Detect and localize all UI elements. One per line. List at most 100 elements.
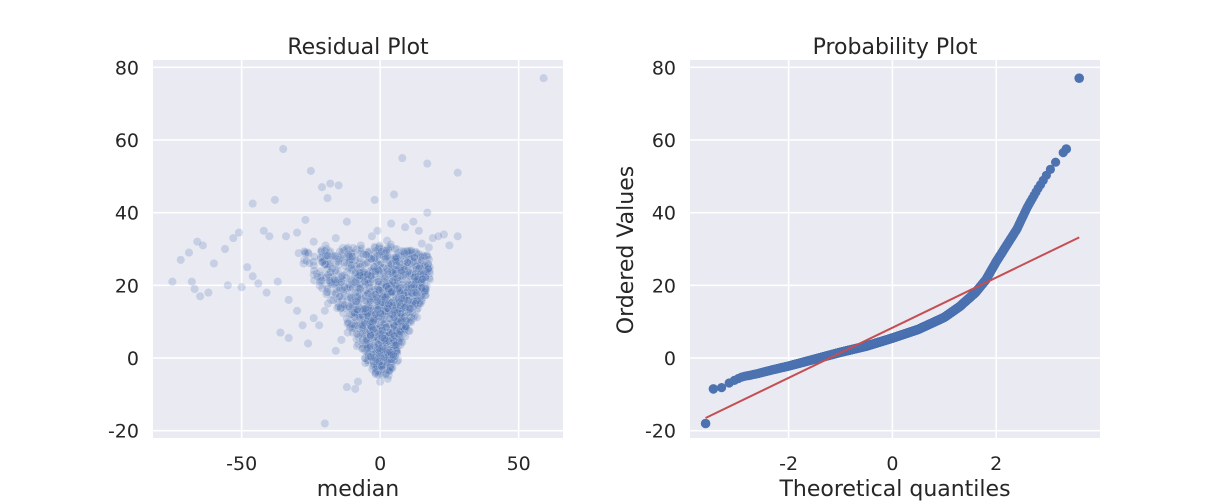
residual-point	[400, 222, 410, 232]
residual-point	[350, 307, 360, 317]
residual-point	[401, 280, 411, 290]
residual-point	[382, 283, 392, 293]
residual-point	[322, 193, 332, 203]
residual-point	[372, 363, 382, 373]
residual-point	[409, 273, 419, 283]
residual-point	[363, 355, 373, 365]
residual-point	[355, 257, 365, 267]
residual-point	[366, 352, 376, 362]
residual-point	[413, 277, 423, 287]
residual-point	[387, 363, 397, 373]
residual-point	[393, 312, 403, 322]
residual-point	[305, 258, 315, 268]
residual-point	[351, 296, 361, 306]
residual-point	[391, 337, 401, 347]
residual-point	[375, 343, 385, 353]
residual-point	[326, 295, 336, 305]
residual-point	[381, 348, 391, 358]
residual-point	[395, 275, 405, 285]
residual-point	[324, 248, 334, 258]
residual-point	[321, 272, 331, 282]
residual-point	[344, 245, 354, 255]
residual-point	[385, 320, 395, 330]
residual-point	[375, 321, 385, 331]
residual-point	[337, 295, 347, 305]
residual-point	[380, 356, 390, 366]
residual-point	[355, 283, 365, 293]
residual-point	[386, 219, 396, 229]
residual-point	[364, 320, 374, 330]
residual-point	[373, 285, 383, 295]
residual-point	[394, 292, 404, 302]
residual-point	[384, 337, 394, 347]
residual-point	[352, 320, 362, 330]
residual-point	[373, 277, 383, 287]
residual-point	[372, 324, 382, 334]
residual-point	[316, 253, 326, 263]
probability-plot-background	[690, 60, 1100, 438]
residual-point	[399, 307, 409, 317]
residual-point	[228, 233, 238, 243]
residual-point	[404, 252, 414, 262]
residual-point	[388, 300, 398, 310]
x-tick-label: 2	[990, 453, 1002, 475]
residual-point	[368, 297, 378, 307]
residual-point	[363, 306, 373, 316]
residual-point	[412, 254, 422, 264]
residual-point	[351, 305, 361, 315]
residual-point	[401, 322, 411, 332]
residual-point	[406, 306, 416, 316]
residual-point	[361, 278, 371, 288]
residual-point	[366, 287, 376, 297]
residual-point	[347, 297, 357, 307]
residual-point	[366, 271, 376, 281]
residual-point	[317, 247, 327, 257]
residual-point	[365, 327, 375, 337]
residual-point	[396, 280, 406, 290]
residual-point	[386, 253, 396, 263]
residual-point	[377, 339, 387, 349]
residual-point	[378, 330, 388, 340]
residual-point	[356, 310, 366, 320]
residual-point	[317, 182, 327, 192]
residual-point	[342, 285, 352, 295]
residual-point	[318, 256, 328, 266]
residual-point	[378, 293, 388, 303]
residual-point	[352, 244, 362, 254]
residual-point	[393, 317, 403, 327]
residual-point	[392, 262, 402, 272]
residual-point	[380, 354, 390, 364]
residual-point	[223, 280, 233, 290]
residual-point	[401, 314, 411, 324]
residual-point	[386, 286, 396, 296]
residual-point	[408, 263, 418, 273]
residual-point	[383, 269, 393, 279]
residual-point	[381, 348, 391, 358]
residual-point	[397, 321, 407, 331]
residual-point	[371, 295, 381, 305]
residual-point	[417, 285, 427, 295]
residual-point	[384, 308, 394, 318]
residual-point	[360, 353, 370, 363]
residual-point	[396, 325, 406, 335]
residual-point	[340, 291, 350, 301]
residual-point	[399, 248, 409, 258]
residual-point	[351, 261, 361, 271]
residual-point	[408, 296, 418, 306]
residual-point	[345, 254, 355, 264]
residual-point	[415, 297, 425, 307]
residual-point	[370, 269, 380, 279]
residual-point	[375, 241, 385, 251]
residual-point	[404, 289, 414, 299]
residual-point	[351, 276, 361, 286]
quantile-point	[1051, 157, 1061, 167]
residual-point	[237, 282, 247, 292]
residual-point	[392, 272, 402, 282]
residual-point	[374, 365, 384, 375]
residual-point	[383, 246, 393, 256]
residual-point	[350, 252, 360, 262]
residual-point	[351, 301, 361, 311]
residual-point	[322, 281, 332, 291]
residual-point	[397, 308, 407, 318]
residual-point	[349, 308, 359, 318]
